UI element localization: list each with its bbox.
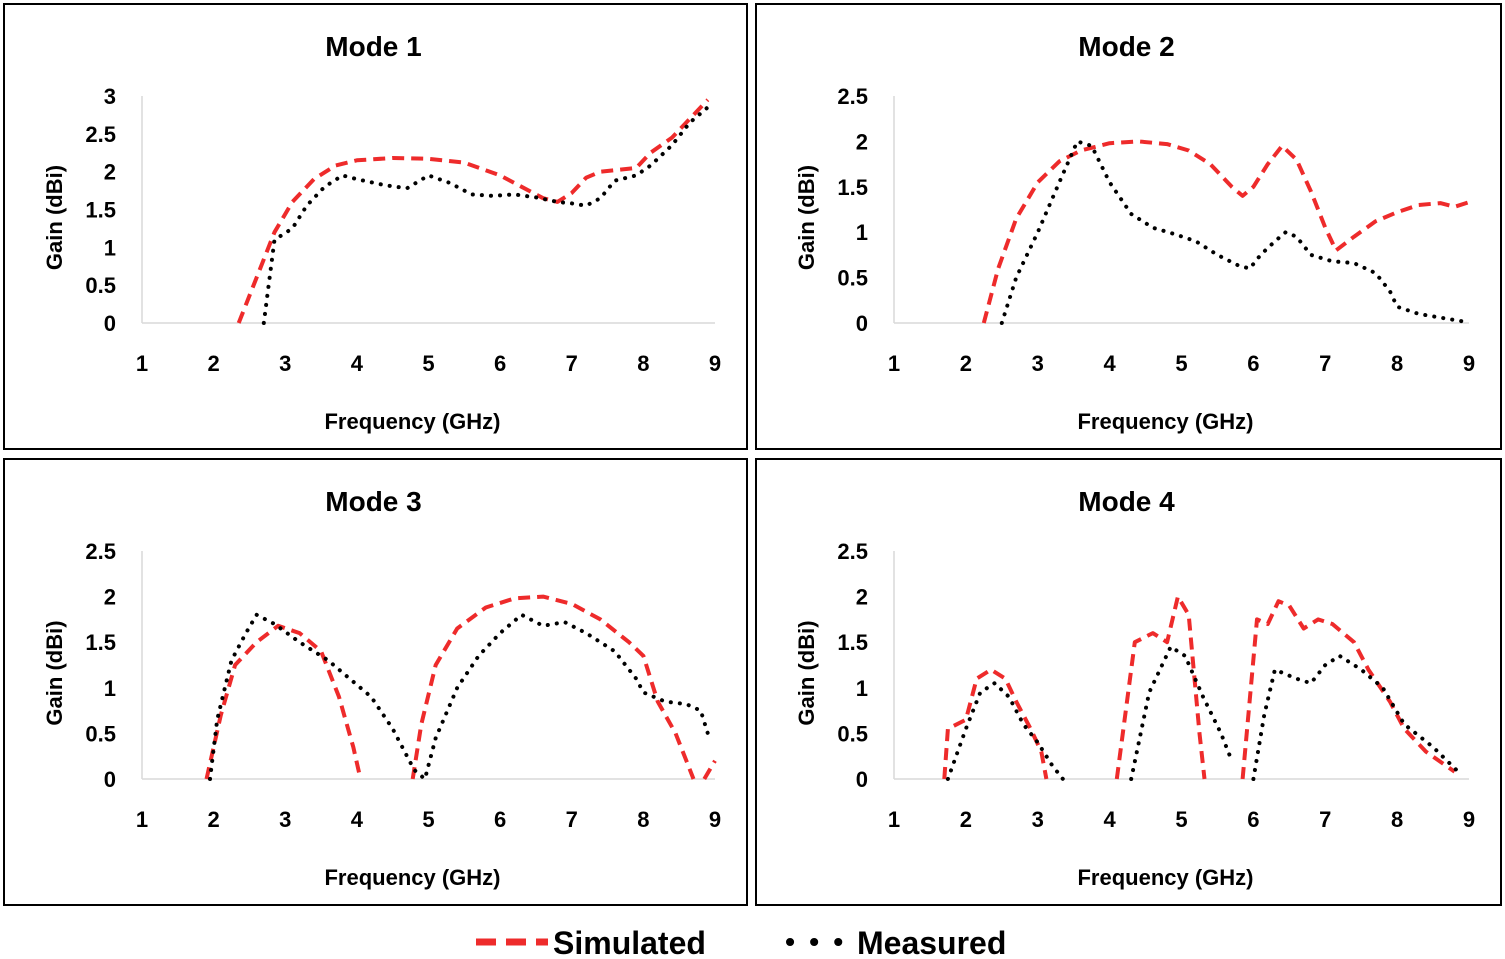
x-tick-label: 6 xyxy=(1247,351,1259,376)
y-tick-label: 0.5 xyxy=(837,721,868,746)
y-tick-label: 2 xyxy=(856,129,868,154)
chart-panels: Mode 1 1 2 3 4 5 6 7 8 9 0 0.5 1 1.5 2 2.5 3 Frequency (G… xyxy=(3,3,1502,906)
x-tick-label: 7 xyxy=(1319,351,1331,376)
series-simulated-line xyxy=(236,98,710,324)
x-tick-label: 3 xyxy=(279,807,291,832)
panel-frame xyxy=(3,3,748,450)
x-tick-label: 6 xyxy=(494,807,506,832)
x-tick-label: 9 xyxy=(709,351,721,376)
x-tick-label: 5 xyxy=(422,807,434,832)
y-tick-label: 1.5 xyxy=(837,630,868,655)
y-axis-label: Gain (dBi) xyxy=(42,165,67,270)
y-tick-label: 0 xyxy=(856,311,868,336)
y-tick-label: 0.5 xyxy=(85,273,116,298)
x-axis-label: Frequency (GHz) xyxy=(1077,865,1253,890)
x-tick-label: 2 xyxy=(960,351,972,376)
x-tick-label: 7 xyxy=(566,351,578,376)
x-tick-label: 5 xyxy=(1175,351,1187,376)
x-tick-label: 4 xyxy=(351,351,364,376)
x-tick-label: 8 xyxy=(637,351,649,376)
x-tick-label: 1 xyxy=(888,351,900,376)
chart-title: Mode 2 xyxy=(1078,31,1174,62)
x-tick-label: 2 xyxy=(960,807,972,832)
x-tick-label: 8 xyxy=(1391,351,1403,376)
y-tick-label: 2 xyxy=(104,585,116,610)
y-tick-label: 3 xyxy=(104,84,116,109)
chart-panel-2: Mode 2 1 2 3 4 5 6 7 8 9 0 0.5 1 1.5 2 2.5 Frequency (GH… xyxy=(755,3,1502,450)
x-tick-label: 6 xyxy=(494,351,506,376)
y-tick-label: 2 xyxy=(104,160,116,185)
legend-measured-label: Measured xyxy=(857,925,1006,959)
x-tick-label: 6 xyxy=(1247,807,1259,832)
y-tick-label: 1 xyxy=(104,676,116,701)
y-tick-label: 1.5 xyxy=(837,175,868,200)
x-tick-label: 2 xyxy=(208,807,220,832)
chart-panel-1: Mode 1 1 2 3 4 5 6 7 8 9 0 0.5 1 1.5 2 2.5 3 Frequency (G… xyxy=(3,3,748,450)
x-tick-label: 2 xyxy=(208,351,220,376)
x-tick-label: 9 xyxy=(1463,807,1475,832)
y-tick-label: 1 xyxy=(856,676,868,701)
panel-frame xyxy=(3,458,748,906)
series-measured-line xyxy=(208,612,710,783)
legend: Simulated Measured xyxy=(476,925,1006,959)
legend-simulated-label: Simulated xyxy=(553,925,706,959)
y-tick-label: 2.5 xyxy=(837,539,868,564)
x-tick-label: 3 xyxy=(279,351,291,376)
y-tick-label: 1.5 xyxy=(85,630,116,655)
chart-title: Mode 3 xyxy=(325,486,421,517)
chart-panel-3: Mode 3 1 2 3 4 5 6 7 8 9 0 0.5 1 1.5 2 2.5 Frequency (GH… xyxy=(3,458,748,906)
x-tick-label: 9 xyxy=(709,807,721,832)
x-tick-label: 7 xyxy=(566,807,578,832)
y-tick-label: 2 xyxy=(856,585,868,610)
x-tick-label: 1 xyxy=(136,807,148,832)
x-tick-label: 8 xyxy=(1391,807,1403,832)
y-tick-label: 0 xyxy=(104,767,116,792)
y-tick-label: 0 xyxy=(856,767,868,792)
y-tick-label: 1.5 xyxy=(85,198,116,223)
y-tick-label: 0.5 xyxy=(85,721,116,746)
series-measured-line xyxy=(261,105,710,325)
chart-title: Mode 1 xyxy=(325,31,421,62)
series-measured-line xyxy=(999,138,1464,325)
x-axis-label: Frequency (GHz) xyxy=(324,409,500,434)
panel-frame xyxy=(755,3,1502,450)
y-tick-label: 2.5 xyxy=(85,122,116,147)
x-axis-label: Frequency (GHz) xyxy=(324,865,500,890)
x-tick-label: 1 xyxy=(136,351,148,376)
series-measured-line xyxy=(945,643,1461,781)
x-tick-label: 4 xyxy=(1104,351,1117,376)
chart-title: Mode 4 xyxy=(1078,486,1175,517)
x-tick-label: 3 xyxy=(1032,807,1044,832)
y-tick-label: 2.5 xyxy=(85,539,116,564)
y-tick-label: 1 xyxy=(856,220,868,245)
chart-panel-4: Mode 4 1 2 3 4 5 6 7 8 9 0 0.5 1 1.5 2 2.5 Frequency (GH… xyxy=(755,458,1502,906)
series-simulated-line xyxy=(981,139,1470,324)
x-tick-label: 5 xyxy=(422,351,434,376)
y-axis-label: Gain (dBi) xyxy=(794,165,819,270)
y-tick-label: 2.5 xyxy=(837,84,868,109)
x-tick-label: 5 xyxy=(1175,807,1187,832)
y-tick-label: 0.5 xyxy=(837,266,868,291)
x-tick-label: 3 xyxy=(1032,351,1044,376)
x-axis-label: Frequency (GHz) xyxy=(1077,409,1253,434)
y-axis-label: Gain (dBi) xyxy=(794,620,819,725)
y-axis-label: Gain (dBi) xyxy=(42,620,67,725)
x-tick-label: 8 xyxy=(637,807,649,832)
x-tick-label: 1 xyxy=(888,807,900,832)
x-tick-label: 4 xyxy=(351,807,364,832)
x-tick-label: 7 xyxy=(1319,807,1331,832)
y-tick-label: 0 xyxy=(104,311,116,336)
x-tick-label: 4 xyxy=(1104,807,1117,832)
y-tick-label: 1 xyxy=(104,235,116,260)
x-tick-label: 9 xyxy=(1463,351,1475,376)
series-simulated-line xyxy=(204,594,717,781)
